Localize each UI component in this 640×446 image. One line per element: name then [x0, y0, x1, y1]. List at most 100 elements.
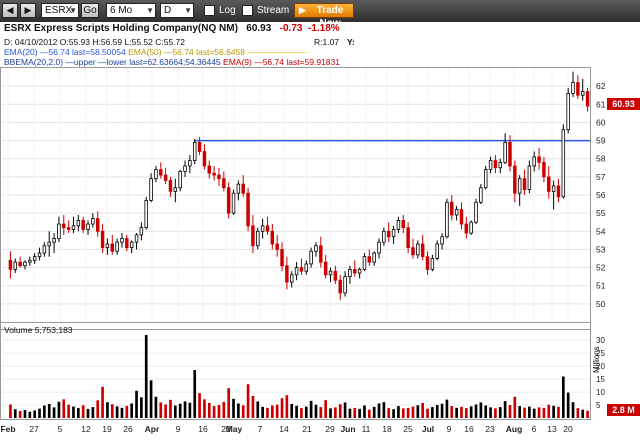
- volume-bar: [421, 402, 425, 418]
- candle-body: [52, 238, 56, 243]
- volume-bar: [154, 396, 158, 418]
- time-tick-label: Jul: [422, 424, 434, 434]
- volume-bar: [518, 406, 522, 418]
- volume-tick-label: 25: [596, 349, 605, 358]
- period-value: 6 Mo: [110, 5, 133, 16]
- candle-body: [522, 178, 527, 190]
- time-tick-label: 26: [123, 424, 133, 434]
- ema9-legend: EMA(9) —56.74 last=59.91831: [223, 57, 340, 67]
- candle-body: [561, 129, 566, 198]
- candle-body: [338, 279, 342, 294]
- volume-bar: [164, 404, 167, 418]
- forward-button[interactable]: ▶: [20, 3, 36, 18]
- candle-body: [416, 243, 420, 256]
- volume-bar: [431, 407, 434, 418]
- volume-bar: [329, 408, 332, 418]
- back-button[interactable]: ◀: [2, 3, 18, 18]
- time-tick-label: Feb: [0, 424, 15, 434]
- volume-tick-label: 20: [596, 362, 605, 371]
- volume-bar: [469, 406, 473, 418]
- price-tick-label: 50: [596, 299, 606, 309]
- candle-body: [168, 180, 173, 192]
- volume-bar: [52, 407, 56, 418]
- candle-body: [493, 160, 498, 169]
- volume-bar: [304, 406, 308, 418]
- price-tick-label: 52: [596, 263, 606, 273]
- volume-bar: [377, 403, 381, 418]
- log-checkbox[interactable]: [204, 5, 215, 16]
- interval-select[interactable]: D ▼: [160, 3, 194, 18]
- candle-body: [454, 209, 459, 216]
- candle-body: [367, 256, 372, 263]
- volume-bar: [552, 405, 555, 418]
- trade-now-button[interactable]: ▶ Trade Now: [294, 3, 354, 29]
- candle-body: [440, 236, 444, 245]
- volume-bar: [149, 380, 153, 418]
- candle-body: [580, 91, 585, 96]
- volume-tick-label: 5: [596, 401, 601, 410]
- volume-bar: [169, 399, 172, 418]
- volume-bar: [125, 405, 129, 418]
- time-tick-label: 29: [325, 424, 335, 434]
- price-tick-label: 54: [596, 226, 606, 236]
- volume-bar: [203, 399, 206, 418]
- candle-body: [382, 230, 386, 243]
- time-tick-label: 21: [302, 424, 312, 434]
- candle-body: [110, 243, 115, 252]
- candle-body: [396, 219, 401, 230]
- ema20-legend: EMA(20) —56.74 last=58.50054: [4, 47, 126, 57]
- price-tick-label: 53: [596, 244, 606, 254]
- volume-bar: [18, 410, 22, 418]
- candle-body: [275, 243, 279, 250]
- candle-body: [319, 245, 323, 263]
- volume-bar: [67, 404, 70, 418]
- time-tick-label: 9: [447, 424, 452, 434]
- stream-checkbox[interactable]: [242, 5, 253, 16]
- volume-bar: [532, 408, 536, 418]
- volume-bar: [455, 407, 458, 418]
- volume-bar: [484, 405, 488, 418]
- volume-bar: [445, 399, 449, 418]
- candle-body: [498, 161, 503, 169]
- volume-bar: [28, 411, 32, 418]
- candle-body: [95, 218, 100, 232]
- candle-body: [217, 174, 221, 180]
- candle-body: [192, 141, 197, 161]
- price-tick-label: 58: [596, 154, 606, 164]
- candle-body: [57, 223, 61, 239]
- go-button[interactable]: Go: [81, 3, 99, 18]
- candle-body: [459, 209, 464, 225]
- volume-bar: [338, 404, 342, 418]
- volume-bar: [38, 408, 41, 418]
- candle-body: [202, 151, 207, 167]
- candle-body: [236, 183, 241, 194]
- symbol-input[interactable]: ESRX ▼: [41, 3, 79, 18]
- volume-bar: [566, 392, 570, 418]
- candle-body: [91, 218, 95, 225]
- time-tick-label: Aug: [506, 424, 523, 434]
- volume-bar: [295, 405, 298, 418]
- candle-body: [401, 219, 406, 229]
- y-readout: Y:: [347, 37, 355, 47]
- period-select[interactable]: 6 Mo ▼: [106, 3, 156, 18]
- volume-bar: [372, 406, 376, 418]
- candle-body: [280, 249, 284, 267]
- volume-bar: [460, 406, 463, 418]
- candle-body: [576, 82, 580, 96]
- volume-bar: [13, 409, 17, 418]
- volume-bar: [275, 404, 279, 418]
- volume-bar: [464, 408, 468, 418]
- volume-bar: [280, 398, 284, 418]
- volume-bar: [251, 395, 255, 418]
- candle-body: [149, 178, 153, 201]
- volume-bar: [576, 408, 580, 418]
- volume-bar: [135, 390, 138, 418]
- candle-body: [323, 261, 328, 276]
- stream-label: Stream: [257, 5, 290, 16]
- candle-body: [246, 192, 250, 227]
- price-chart: 5051525354555657585960616251015202530Feb…: [0, 67, 606, 434]
- candle-body: [188, 160, 192, 167]
- volume-bar: [542, 407, 546, 418]
- chevron-down-icon: ▼: [146, 6, 154, 15]
- volume-bar: [392, 409, 395, 418]
